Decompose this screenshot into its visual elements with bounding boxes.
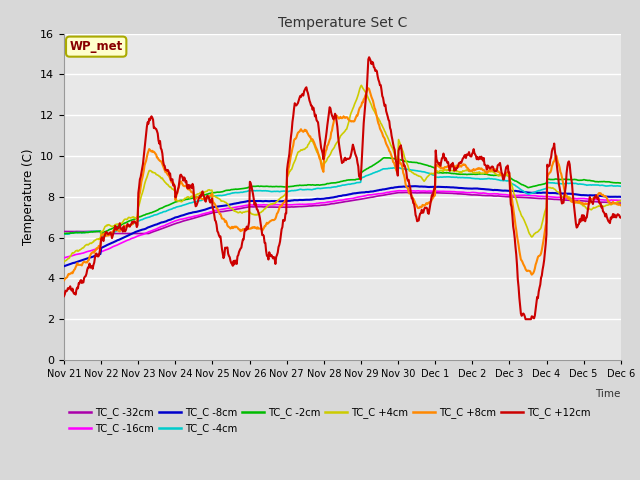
TC_C +4cm (127, 215, 135, 220)
TC_C +12cm (214, 228, 221, 234)
TC_C +8cm (184, 186, 192, 192)
TC_C -32cm (185, 216, 193, 222)
TC_C +8cm (617, 203, 625, 208)
TC_C +12cm (70, 291, 78, 297)
TC_C -2cm (383, 155, 391, 161)
TC_C -16cm (428, 188, 435, 194)
TC_C -2cm (127, 217, 135, 223)
TC_C -2cm (214, 189, 221, 195)
TC_C -4cm (395, 165, 403, 170)
Line: TC_C +4cm: TC_C +4cm (64, 85, 621, 262)
TC_C -8cm (184, 211, 192, 216)
Legend: TC_C -32cm, TC_C -16cm, TC_C -8cm, TC_C -4cm, TC_C -2cm, TC_C +4cm, TC_C +8cm, T: TC_C -32cm, TC_C -16cm, TC_C -8cm, TC_C … (69, 408, 591, 434)
Line: TC_C -8cm: TC_C -8cm (64, 186, 621, 266)
TC_C +4cm (428, 170, 435, 176)
TC_C +12cm (617, 215, 625, 221)
TC_C -16cm (60, 255, 68, 261)
TC_C -4cm (128, 221, 136, 227)
TC_C +8cm (60, 277, 68, 283)
TC_C -32cm (60, 228, 68, 234)
TC_C -32cm (412, 190, 419, 196)
Line: TC_C -4cm: TC_C -4cm (64, 168, 621, 237)
TC_C +8cm (365, 85, 372, 91)
TC_C -32cm (214, 209, 222, 215)
TC_C -8cm (70, 260, 78, 266)
TC_C -2cm (428, 164, 435, 169)
TC_C -16cm (184, 215, 192, 220)
Line: TC_C -2cm: TC_C -2cm (64, 158, 621, 234)
TC_C +4cm (617, 198, 625, 204)
TC_C +12cm (411, 205, 419, 211)
TC_C -4cm (60, 231, 68, 237)
TC_C -16cm (127, 236, 135, 241)
TC_C -8cm (428, 184, 435, 190)
TC_C +8cm (70, 267, 78, 273)
TC_C +12cm (127, 221, 135, 227)
Line: TC_C -32cm: TC_C -32cm (64, 192, 621, 233)
TC_C -16cm (617, 197, 625, 203)
TC_C +4cm (60, 259, 68, 264)
TC_C +4cm (184, 194, 192, 200)
TC_C +8cm (428, 199, 435, 204)
TC_C -8cm (617, 194, 625, 200)
TC_C -8cm (60, 264, 68, 269)
Title: Temperature Set C: Temperature Set C (278, 16, 407, 30)
TC_C -8cm (412, 183, 419, 189)
TC_C -2cm (70, 230, 78, 236)
TC_C +4cm (411, 171, 419, 177)
TC_C +12cm (60, 293, 68, 299)
TC_C -2cm (411, 159, 419, 165)
TC_C -8cm (127, 231, 135, 237)
Line: TC_C +8cm: TC_C +8cm (64, 88, 621, 280)
TC_C -4cm (617, 183, 625, 189)
Text: Time: Time (595, 389, 621, 399)
TC_C -4cm (97, 234, 105, 240)
TC_C -8cm (410, 183, 418, 189)
TC_C +8cm (127, 222, 135, 228)
TC_C +4cm (358, 83, 365, 88)
TC_C -32cm (403, 190, 410, 195)
TC_C -4cm (70, 230, 78, 236)
TC_C -4cm (214, 193, 222, 199)
TC_C +12cm (184, 185, 192, 191)
Line: TC_C -16cm: TC_C -16cm (64, 191, 621, 258)
TC_C -16cm (411, 188, 419, 194)
TC_C -2cm (60, 231, 68, 237)
TC_C -4cm (428, 172, 436, 178)
TC_C -32cm (617, 200, 625, 206)
TC_C +12cm (365, 54, 373, 60)
TC_C +12cm (428, 197, 435, 203)
TC_C -8cm (214, 204, 221, 209)
TC_C -4cm (185, 201, 193, 206)
TC_C -32cm (428, 190, 436, 196)
TC_C -2cm (184, 196, 192, 202)
TC_C +12cm (522, 316, 529, 322)
TC_C -2cm (617, 180, 625, 186)
TC_C -32cm (70, 229, 78, 235)
TC_C -4cm (412, 168, 419, 173)
TC_C -32cm (97, 230, 105, 236)
TC_C +8cm (214, 206, 221, 212)
TC_C +8cm (411, 199, 419, 204)
Y-axis label: Temperature (C): Temperature (C) (22, 148, 35, 245)
TC_C -16cm (401, 188, 408, 193)
TC_C -16cm (214, 207, 221, 213)
TC_C -16cm (70, 252, 78, 258)
TC_C -32cm (128, 230, 136, 236)
Line: TC_C +12cm: TC_C +12cm (64, 57, 621, 319)
TC_C +4cm (214, 195, 221, 201)
TC_C +4cm (70, 250, 78, 255)
Text: WP_met: WP_met (70, 40, 123, 53)
